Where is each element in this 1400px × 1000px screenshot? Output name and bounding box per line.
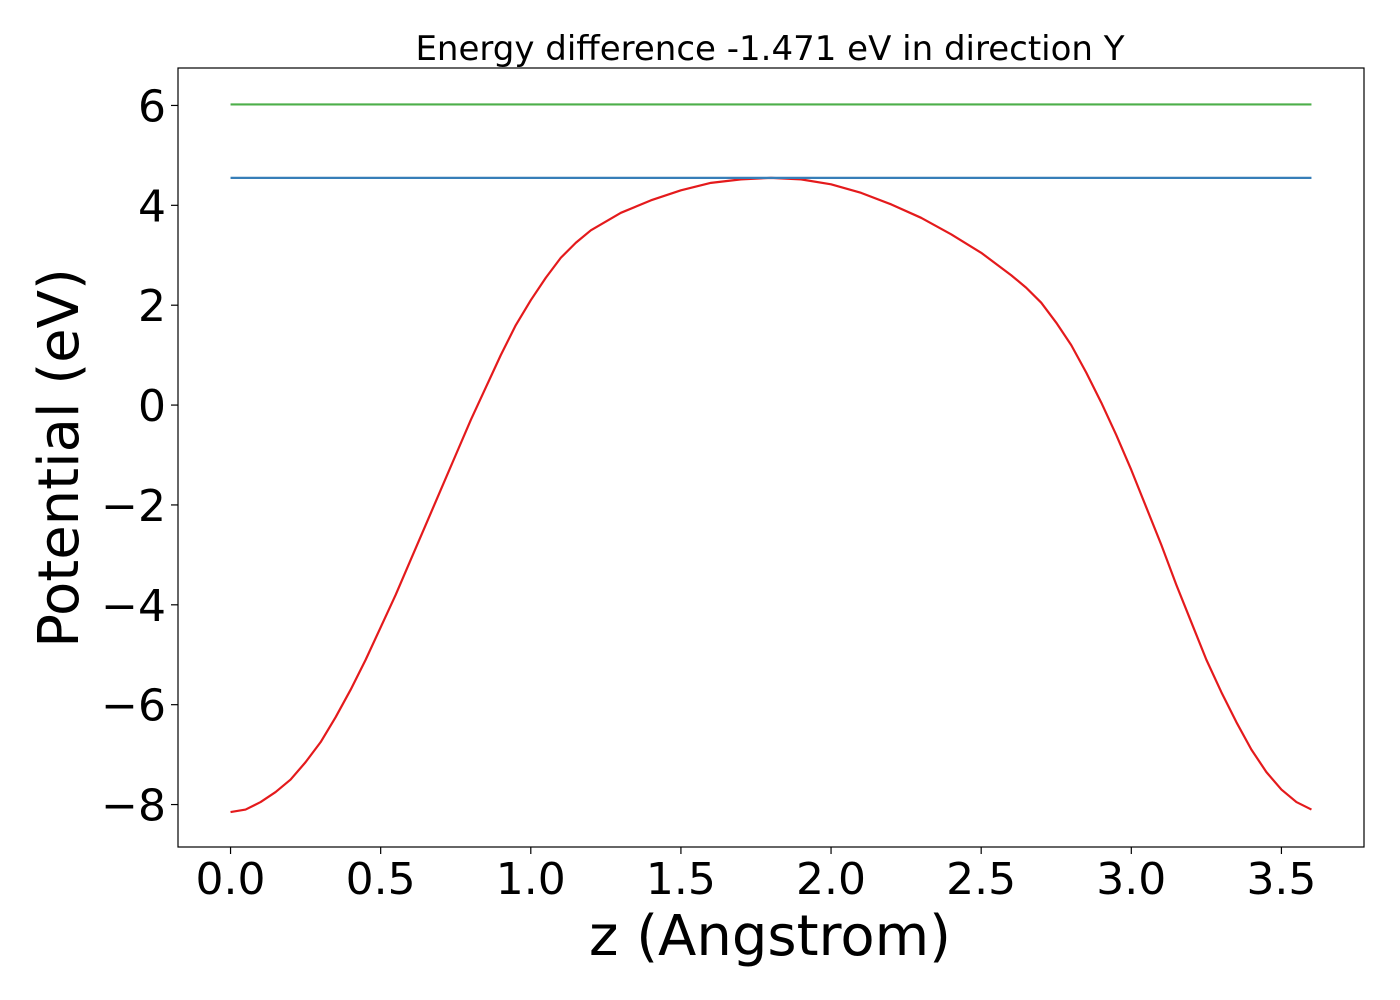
plot-frame	[177, 67, 1365, 848]
y-tick-label: 6	[138, 81, 166, 132]
series-layer	[230, 103, 1312, 814]
x-tick-label: 2.0	[796, 854, 866, 905]
y-tick-label: −6	[101, 681, 166, 732]
x-tick-label: 3.0	[1096, 854, 1166, 905]
x-axis-label: z (Angstrom)	[589, 904, 951, 969]
y-tick-label: −4	[101, 581, 166, 632]
x-tick-label: 1.0	[496, 854, 566, 905]
y-tick-label: 2	[138, 281, 166, 332]
x-tick-label: 1.5	[646, 854, 716, 905]
y-tick-label: 0	[138, 381, 166, 432]
chart-title: Energy difference -1.471 eV in direction…	[415, 29, 1124, 69]
x-tick-label: 3.5	[1246, 854, 1316, 905]
y-tick-label: −8	[101, 781, 166, 832]
y-tick-label: −2	[101, 481, 166, 532]
x-tick-label: 0.0	[196, 854, 266, 905]
x-tick-label: 2.5	[946, 854, 1016, 905]
x-axis-ticks: 0.0 0.5 1.0 1.5 2.0 2.5 3.0 3.5	[196, 847, 1316, 905]
y-axis-label: Potential (eV)	[27, 268, 92, 648]
x-tick-label: 0.5	[346, 854, 416, 905]
y-tick-label: 4	[138, 181, 166, 232]
y-axis-ticks: −8 −6 −4 −2 0 2 4 6	[101, 81, 178, 832]
series-line-0	[230, 176, 1312, 814]
